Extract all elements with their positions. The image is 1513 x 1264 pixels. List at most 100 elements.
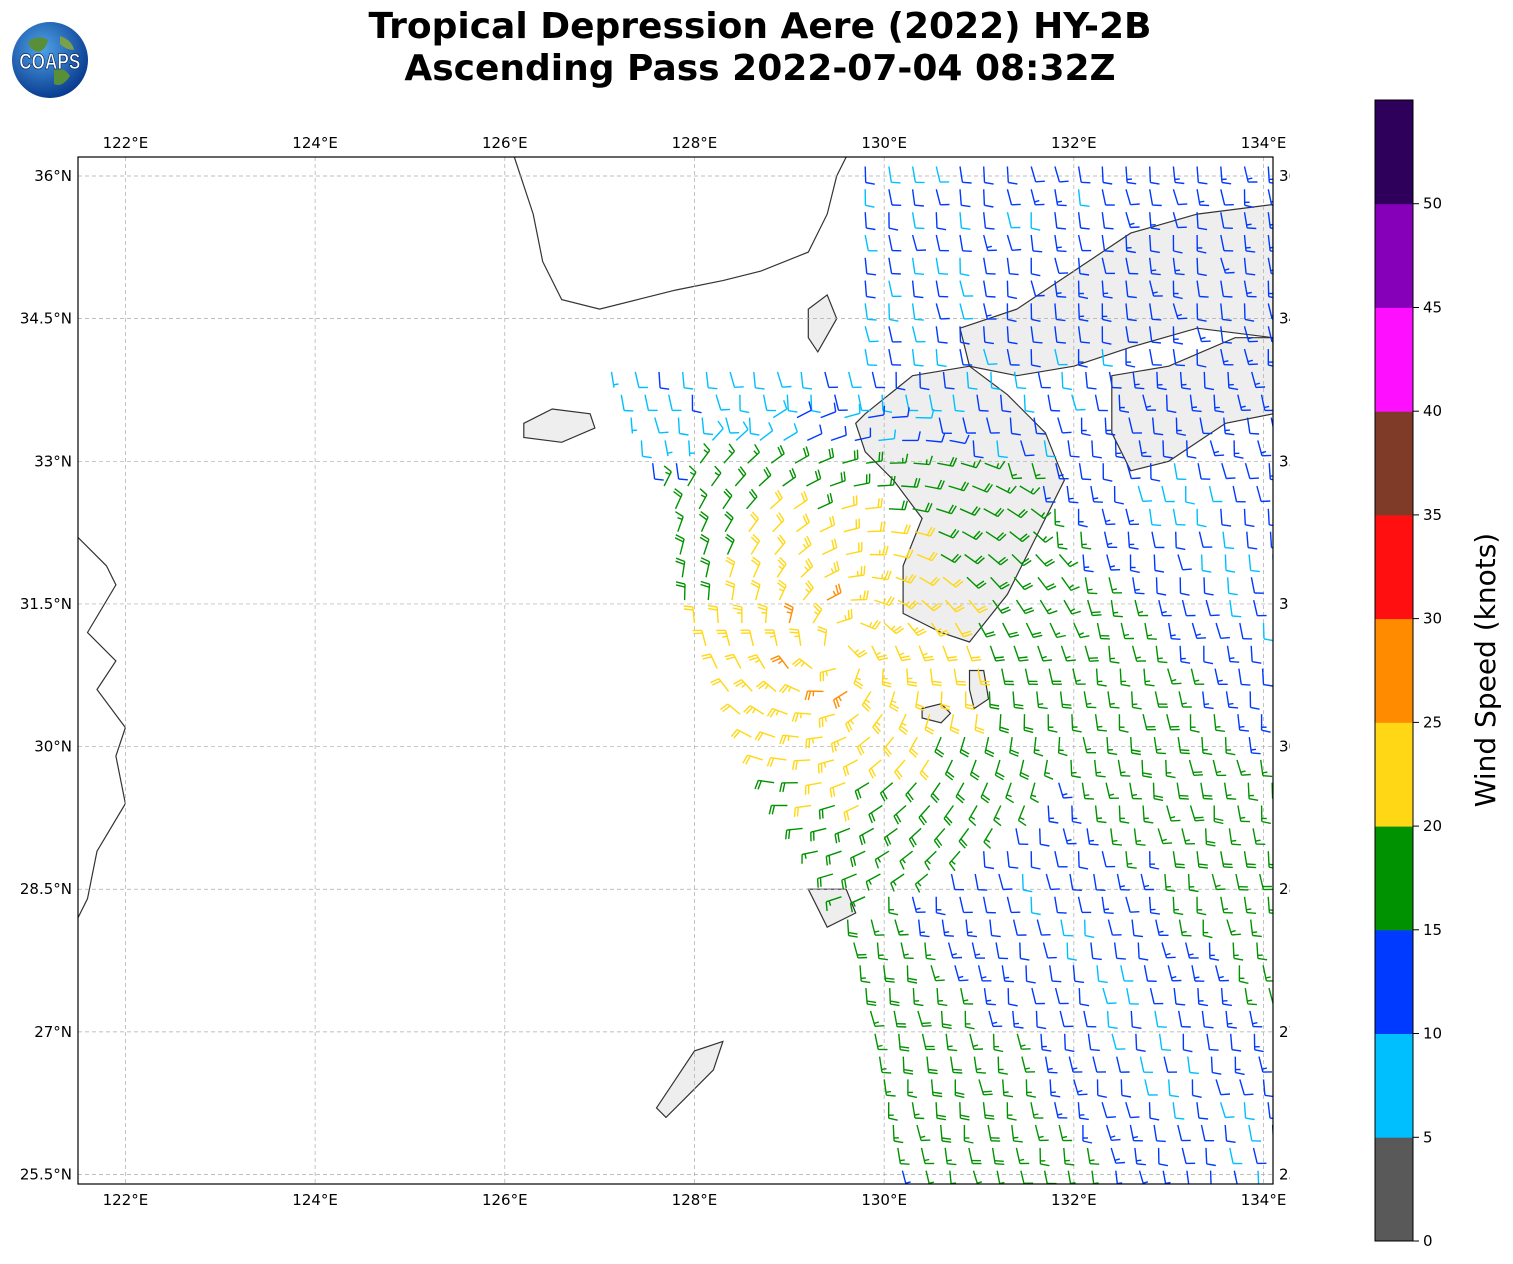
wind-barb (1237, 714, 1249, 732)
title-line-2: Ascending Pass 2022-07-04 08:32Z (404, 48, 1116, 89)
lon-tick-label-top: 132°E (1051, 134, 1097, 152)
wind-barb (1017, 805, 1027, 827)
colorbar-tick-label: 35 (1423, 506, 1442, 524)
wind-barb (915, 691, 926, 712)
wind-barb (1125, 280, 1137, 299)
wind-barb (675, 511, 684, 532)
wind-barb (1054, 1102, 1068, 1119)
lat-tick-label-left: 28.5°N (20, 880, 72, 898)
wind-barb (1118, 394, 1130, 413)
wind-barb (1149, 348, 1162, 366)
wind-barb (766, 757, 787, 768)
colorbar-tick-label: 45 (1423, 299, 1442, 317)
wind-barb (881, 668, 892, 688)
wind-barb (907, 622, 927, 637)
wind-barb (1019, 485, 1041, 495)
lat-tick-label-left: 36°N (34, 167, 72, 185)
wind-barb (940, 553, 962, 564)
wind-barb (935, 280, 949, 298)
wind-barb (964, 1010, 975, 1030)
coast-china_coast (78, 536, 127, 918)
lon-tick-label-bottom: 132°E (1051, 1191, 1097, 1209)
wind-barb (1228, 828, 1241, 846)
wind-barb (1271, 1124, 1273, 1142)
wind-barb (1223, 417, 1235, 436)
wind-barb (724, 653, 742, 669)
wind-barb (805, 736, 823, 749)
wind-barb (1002, 1079, 1014, 1098)
wind-barb (1215, 965, 1229, 982)
wind-barb (1058, 1124, 1073, 1142)
wind-barb (938, 528, 960, 539)
wind-barb (1071, 394, 1086, 411)
wind-barb (960, 987, 974, 1005)
lon-tick-label-top: 124°E (292, 134, 338, 152)
wind-barb (949, 434, 970, 445)
wind-barb (802, 580, 814, 601)
wind-barb (1199, 417, 1213, 435)
wind-barb (824, 371, 839, 389)
wind-barb (1172, 257, 1185, 276)
wind-barb (1024, 668, 1039, 685)
wind-barb (1243, 257, 1256, 276)
wind-barb (1125, 189, 1140, 206)
wind-barb (1047, 805, 1059, 824)
wind-barb (758, 466, 772, 487)
wind-barb (1250, 645, 1262, 664)
wind-barb (1113, 485, 1124, 505)
wind-barb (994, 759, 1005, 781)
wind-barb (1148, 1102, 1160, 1121)
wind-barb (1059, 691, 1072, 709)
wind-barb (1071, 714, 1082, 733)
wind-barb (991, 1147, 1005, 1165)
wind-barb (929, 668, 942, 687)
wind-barb (1007, 988, 1018, 1007)
wind-barb (1247, 782, 1259, 801)
lat-tick-label-right: 28.5°N (1279, 880, 1290, 898)
wind-barb (1184, 485, 1195, 505)
wind-barb (834, 394, 848, 411)
wind-barb (675, 463, 688, 481)
wind-barb (779, 782, 798, 793)
wind-barb (711, 420, 724, 441)
colorbar-tick-label: 40 (1423, 402, 1442, 420)
wind-barb (1015, 1147, 1030, 1165)
wind-barb (658, 371, 670, 390)
wind-barb (1110, 599, 1123, 618)
wind-barb (1125, 851, 1137, 869)
wind-barb (1206, 1033, 1219, 1051)
wind-barb (1060, 919, 1074, 937)
wind-barb (935, 1102, 947, 1121)
wind-barb (1130, 1010, 1142, 1029)
wind-barb (1253, 599, 1267, 617)
wind-barb (1141, 759, 1153, 779)
wind-barb (1083, 691, 1097, 709)
wind-barb (754, 779, 775, 790)
wind-barb (1172, 326, 1184, 345)
wind-barb (730, 728, 752, 739)
wind-barb (829, 782, 846, 798)
wind-barb (944, 599, 965, 613)
wind-barb (1243, 348, 1258, 366)
wind-map: 122°E 122°E 124°E 124°E 126°E 126°E 128°E 128°E… (20, 134, 1290, 1209)
wind-barb (968, 599, 988, 614)
wind-barb (1128, 417, 1143, 434)
wind-barb (1210, 1056, 1222, 1075)
wind-barb (859, 965, 871, 984)
wind-barb (620, 394, 634, 412)
wind-barb (1177, 1124, 1191, 1142)
wind-barb (1149, 280, 1163, 297)
wind-barb (989, 645, 1005, 662)
wind-barb (1033, 417, 1046, 435)
wind-barb (1149, 189, 1162, 207)
wind-barb (674, 534, 685, 555)
colorbar: 0 5 10 15 20 25 30 35 40 45 50 Wind Speed (knots) (1374, 99, 1502, 1250)
wind-barb (911, 896, 926, 913)
wind-barb (1054, 280, 1067, 298)
wind-barb (1030, 349, 1041, 368)
wind-barb (1196, 280, 1209, 298)
wind-barb (1094, 805, 1107, 824)
wind-barb (913, 455, 933, 466)
wind-barb (974, 714, 985, 734)
wind-barb (1009, 417, 1021, 436)
